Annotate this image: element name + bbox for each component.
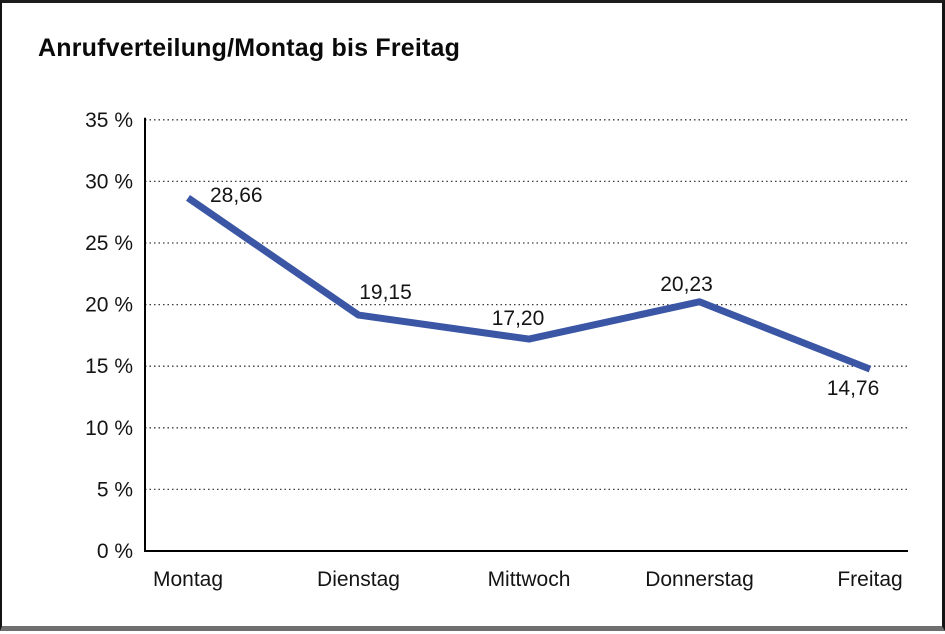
data-point-label: 19,15 bbox=[359, 281, 412, 304]
data-point-label: 17,20 bbox=[492, 307, 545, 330]
data-point-label: 20,23 bbox=[660, 273, 713, 296]
series-line bbox=[186, 195, 872, 373]
y-tick-label: 25 % bbox=[85, 232, 133, 255]
line-chart: 0 % 5 % 10 % 15 % 20 % 25 % 30 % 35 % 28,66 19,15… bbox=[85, 109, 908, 591]
y-tick-label: 0 % bbox=[97, 540, 133, 563]
y-tick-label: 20 % bbox=[85, 294, 133, 317]
y-tick-label: 5 % bbox=[97, 478, 133, 501]
chart-title: Anrufverteilung/Montag bis Freitag bbox=[38, 34, 461, 62]
x-category-label: Montag bbox=[153, 568, 223, 591]
y-tick-label: 10 % bbox=[85, 417, 133, 440]
x-category-label: Dienstag bbox=[317, 568, 400, 591]
y-tick-label: 15 % bbox=[85, 355, 133, 378]
data-point-label: 28,66 bbox=[210, 184, 263, 207]
data-point-label: 14,76 bbox=[827, 377, 880, 400]
y-tick-label: 35 % bbox=[85, 109, 133, 132]
x-category-label: Donnerstag bbox=[645, 568, 754, 591]
x-category-label: Freitag bbox=[837, 568, 902, 591]
x-category-label: Mittwoch bbox=[488, 568, 571, 591]
y-tick-label: 30 % bbox=[85, 170, 133, 193]
